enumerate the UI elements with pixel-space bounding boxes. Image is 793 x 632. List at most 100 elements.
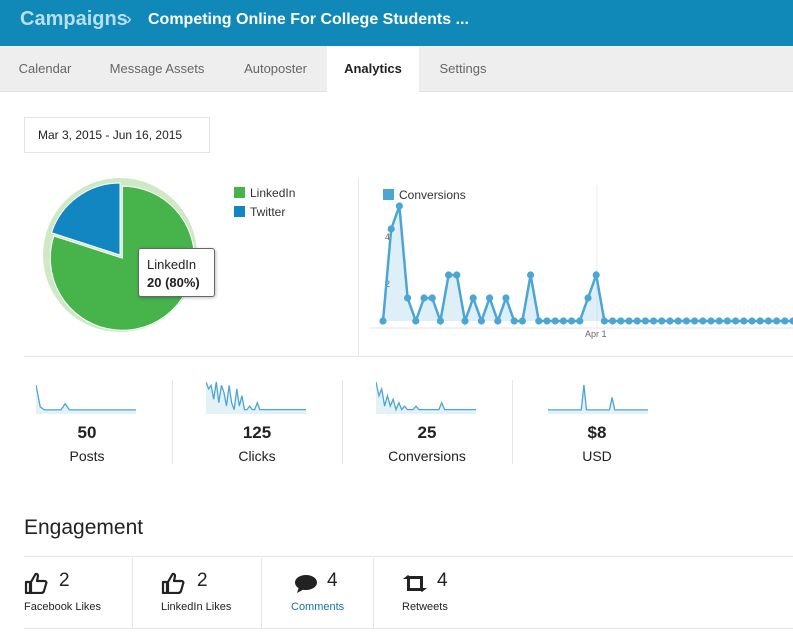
conversions-point[interactable] xyxy=(404,294,412,302)
conversions-point[interactable] xyxy=(535,317,543,325)
stat-divider xyxy=(342,380,343,464)
stat-posts-value: 50 xyxy=(77,423,97,442)
conversions-point[interactable] xyxy=(420,294,428,302)
page-title: Competing Online For College Students ..… xyxy=(148,11,469,28)
conversions-point[interactable] xyxy=(576,317,584,325)
stat-usd-label: USD xyxy=(582,448,612,464)
breadcrumb-campaigns[interactable]: Campaigns xyxy=(20,8,128,30)
conversions-point[interactable] xyxy=(773,317,781,325)
conversions-point[interactable] xyxy=(723,317,731,325)
conversions-point[interactable] xyxy=(453,271,461,279)
section-divider-top xyxy=(24,356,793,357)
pie-slice-twitter[interactable] xyxy=(50,182,121,256)
tab-analytics[interactable]: Analytics xyxy=(327,46,419,93)
conversions-point[interactable] xyxy=(756,317,764,325)
stat-posts-label: Posts xyxy=(69,448,105,464)
legend-label-conversions: Conversions xyxy=(399,188,466,202)
conversions-point[interactable] xyxy=(666,317,674,325)
conversions-point[interactable] xyxy=(600,317,608,325)
conversions-point[interactable] xyxy=(379,317,387,325)
engagement-title: Engagement xyxy=(24,516,144,539)
conversions-point[interactable] xyxy=(461,317,469,325)
conversions-point[interactable] xyxy=(732,317,740,325)
conversions-point[interactable] xyxy=(633,317,641,325)
clicks-sparkline xyxy=(206,381,306,414)
conversions-point[interactable] xyxy=(551,317,559,325)
conversions-point[interactable] xyxy=(584,294,592,302)
sparkline-line xyxy=(376,381,476,412)
conversions-point[interactable] xyxy=(609,317,617,325)
legend-label-linkedin: LinkedIn xyxy=(250,186,296,200)
conversions-point[interactable] xyxy=(748,317,756,325)
conversions-point[interactable] xyxy=(658,317,666,325)
conversions-point[interactable] xyxy=(445,271,453,279)
conversions-point[interactable] xyxy=(543,317,551,325)
conversions-point[interactable] xyxy=(412,317,420,325)
legend-linkedin[interactable]: LinkedIn xyxy=(234,186,295,200)
conversions-point[interactable] xyxy=(395,202,403,210)
conversions-point[interactable] xyxy=(715,317,723,325)
tab-message-assets[interactable]: Message Assets xyxy=(109,61,205,76)
conversions-point[interactable] xyxy=(477,317,485,325)
sparkline-area xyxy=(36,385,136,414)
conversions-point[interactable] xyxy=(518,317,526,325)
sparkline-area xyxy=(206,382,306,414)
engagement-divider xyxy=(132,558,133,628)
header-bar: Campaigns › Competing Online For College… xyxy=(0,0,793,46)
conversions-point[interactable] xyxy=(682,317,690,325)
conversions-point[interactable] xyxy=(617,317,625,325)
conversions-point[interactable] xyxy=(707,317,715,325)
legend-swatch-twitter xyxy=(234,206,245,217)
conversions-point[interactable] xyxy=(674,317,682,325)
conversions-point[interactable] xyxy=(568,317,576,325)
conversions-point[interactable] xyxy=(789,317,793,325)
stat-usd-value: $8 xyxy=(587,423,607,442)
conversions-point[interactable] xyxy=(592,271,600,279)
conversions-points xyxy=(379,202,793,325)
conversions-point[interactable] xyxy=(740,317,748,325)
conversions-point[interactable] xyxy=(781,317,789,325)
engagement-linkedin-likes: 2 LinkedIn Likes xyxy=(161,558,261,628)
conversions-point[interactable] xyxy=(559,317,567,325)
breadcrumb-separator: › xyxy=(126,9,132,28)
conversions-point[interactable] xyxy=(625,317,633,325)
conversions-point[interactable] xyxy=(641,317,649,325)
conversions-point[interactable] xyxy=(469,294,477,302)
legend-label-twitter: Twitter xyxy=(250,205,286,219)
tab-autoposter[interactable]: Autoposter xyxy=(244,61,307,76)
conversions-point[interactable] xyxy=(691,317,699,325)
date-range-picker[interactable]: Mar 3, 2015 - Jun 16, 2015 xyxy=(24,117,210,153)
x-tick-label-apr1: Apr 1 xyxy=(585,329,607,339)
linkedin-likes-count: 2 xyxy=(197,570,208,591)
conversions-point[interactable] xyxy=(486,294,494,302)
legend-swatch-conversions xyxy=(383,189,394,200)
conversions-point[interactable] xyxy=(502,294,510,302)
chart-divider xyxy=(358,178,359,356)
conversions-point[interactable] xyxy=(527,271,535,279)
stat-divider xyxy=(512,380,513,464)
stat-divider xyxy=(172,380,173,464)
tab-calendar[interactable]: Calendar xyxy=(18,61,72,76)
tab-bar: Calendar Message Assets Autoposter Analy… xyxy=(0,46,793,93)
comments-link[interactable]: Comments xyxy=(291,601,345,613)
conversions-point[interactable] xyxy=(387,225,395,233)
retweets-count: 4 xyxy=(437,570,448,591)
tooltip-label: LinkedIn xyxy=(147,257,197,272)
usd-sparkline xyxy=(548,384,648,414)
conversions-point[interactable] xyxy=(428,294,436,302)
engagement-retweets: 4 Retweets xyxy=(402,558,502,628)
stat-clicks-value: 125 xyxy=(242,423,272,442)
conversions-point[interactable] xyxy=(494,317,502,325)
conversions-point[interactable] xyxy=(650,317,658,325)
conversions-line-chart: Conversions 4 2 Apr 1 xyxy=(370,185,793,339)
legend-twitter[interactable]: Twitter xyxy=(234,205,285,219)
engagement-divider xyxy=(261,558,262,628)
tab-settings[interactable]: Settings xyxy=(439,61,487,76)
sparkline-line xyxy=(206,381,306,411)
conversions-point[interactable] xyxy=(699,317,707,325)
conversions-point[interactable] xyxy=(436,317,444,325)
legend-swatch-linkedin xyxy=(234,187,245,198)
conversions-point[interactable] xyxy=(510,317,518,325)
conversions-point[interactable] xyxy=(764,317,772,325)
retweet-icon xyxy=(403,575,427,592)
